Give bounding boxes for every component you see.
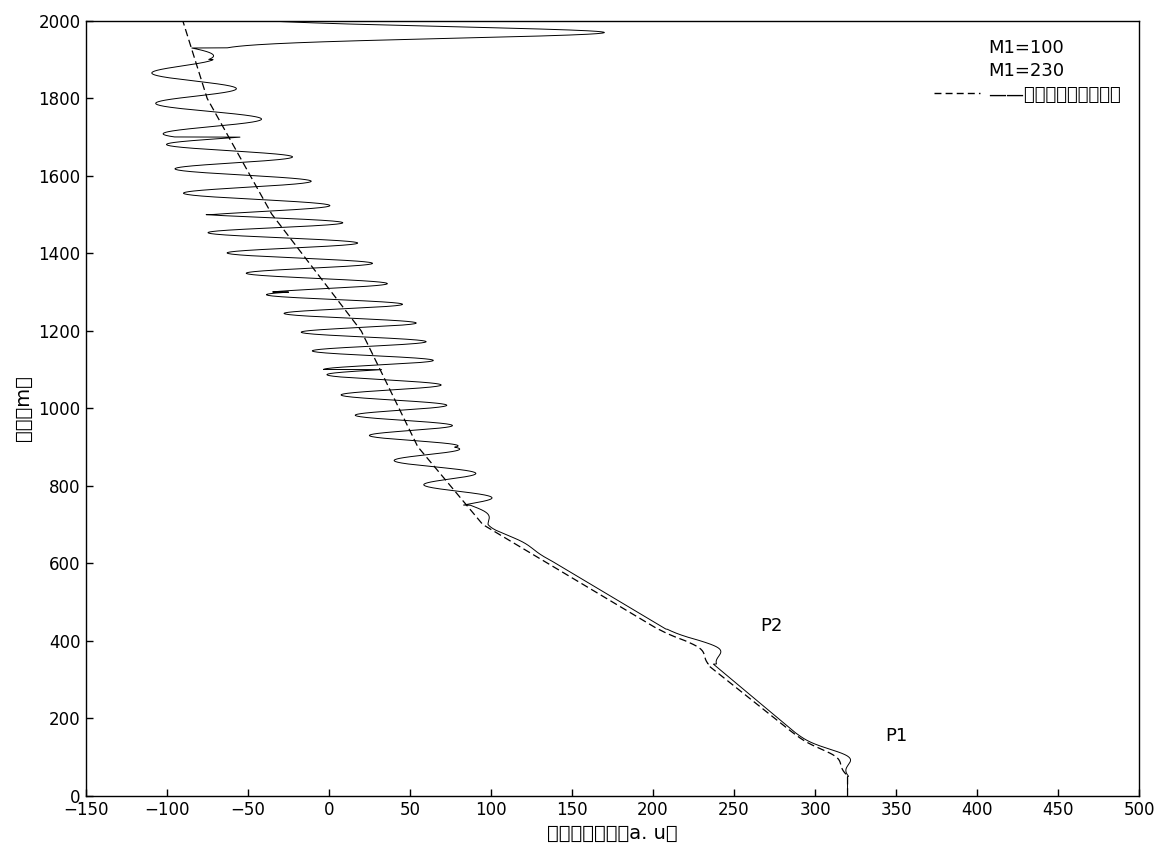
- X-axis label: 后向散射系数（a. u）: 后向散射系数（a. u）: [547, 824, 678, 843]
- Legend: M1=100, M1=230, ——激光雷达信号廓线图: M1=100, M1=230, ——激光雷达信号廓线图: [926, 30, 1130, 113]
- Text: P1: P1: [885, 728, 907, 746]
- Text: P2: P2: [760, 617, 782, 635]
- Y-axis label: 高度（m）: 高度（m）: [14, 375, 33, 441]
